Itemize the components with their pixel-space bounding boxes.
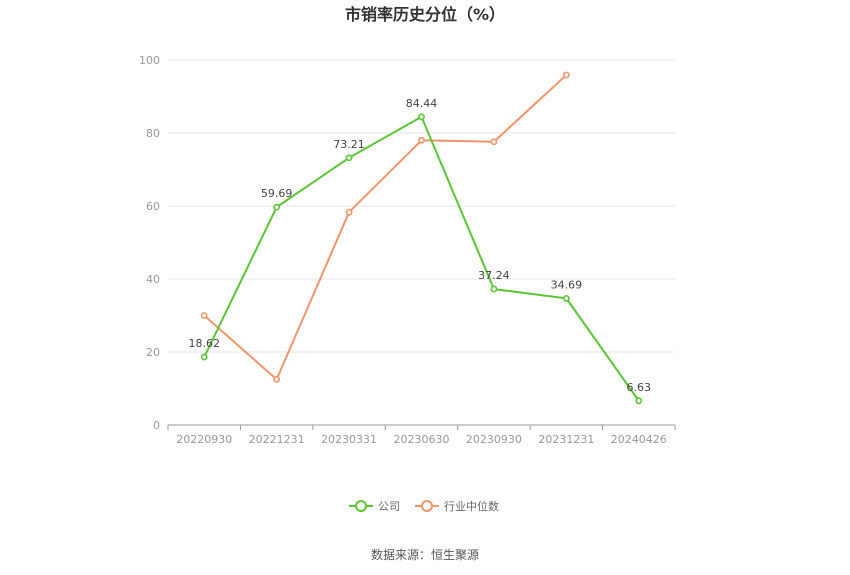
- series-line: [203, 115, 640, 402]
- chart-title: 市销率历史分位（%）: [345, 5, 505, 24]
- data-point[interactable]: [273, 375, 281, 383]
- data-labels: 18.62 59.69 73.21 84.44 37.24 34.69 6.63: [188, 97, 651, 394]
- data-point[interactable]: [418, 136, 425, 144]
- y-tick-label: 0: [153, 419, 160, 432]
- x-tick-label: 20230930: [466, 433, 522, 446]
- x-tick-label: 20221231: [249, 433, 305, 446]
- data-point[interactable]: [345, 154, 353, 162]
- data-label: 18.62: [188, 337, 220, 350]
- x-tick-label: 20230630: [394, 433, 450, 446]
- data-point[interactable]: [490, 138, 498, 146]
- data-point[interactable]: [418, 113, 425, 121]
- legend-label[interactable]: 公司: [378, 500, 400, 513]
- data-point[interactable]: [635, 397, 643, 405]
- legend[interactable]: 公司 行业中位数: [349, 499, 499, 513]
- data-point[interactable]: [273, 203, 281, 211]
- y-tick-label: 80: [146, 127, 160, 140]
- x-tick-label: 20240426: [611, 433, 667, 446]
- legend-label[interactable]: 行业中位数: [444, 499, 499, 513]
- y-tick-label: 100: [139, 54, 160, 67]
- x-tick-label: 20230331: [321, 433, 377, 446]
- data-label: 34.69: [551, 278, 583, 291]
- legend-marker[interactable]: [421, 500, 433, 512]
- axes: 0 20 40 60 80 100 20220930 20221231 20230331 2023…: [139, 54, 676, 446]
- data-point[interactable]: [200, 312, 208, 319]
- y-tick-label: 40: [146, 273, 160, 286]
- data-label: 37.24: [478, 269, 510, 282]
- x-tick-label: 20220930: [176, 433, 232, 446]
- y-tick-label: 60: [146, 200, 160, 213]
- legend-marker[interactable]: [355, 500, 367, 512]
- data-label: 6.63: [627, 381, 652, 394]
- series-layer: [200, 71, 643, 405]
- data-point[interactable]: [562, 294, 570, 302]
- data-label: 59.69: [261, 187, 293, 200]
- source-note: 数据来源：恒生聚源: [371, 547, 479, 562]
- data-label: 84.44: [406, 97, 438, 110]
- series-line: [203, 74, 568, 381]
- data-point[interactable]: [490, 285, 498, 293]
- y-tick-label: 20: [146, 346, 160, 359]
- x-tick-label: 20231231: [538, 433, 594, 446]
- grid: [168, 59, 675, 353]
- data-point[interactable]: [200, 353, 208, 361]
- data-label: 73.21: [333, 138, 365, 151]
- data-point[interactable]: [562, 71, 570, 79]
- data-point[interactable]: [345, 208, 353, 216]
